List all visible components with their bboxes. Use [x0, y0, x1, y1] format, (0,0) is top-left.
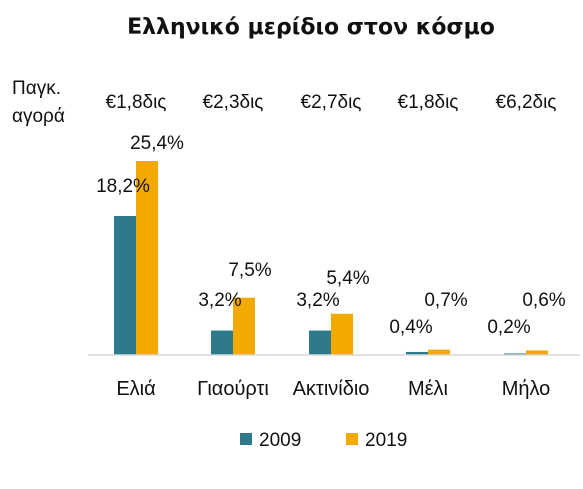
- label-2019-4: 0,6%: [522, 290, 565, 311]
- label-2019-3: 0,7%: [424, 290, 467, 311]
- market-value-2: €2,7δις: [301, 92, 362, 113]
- bar-2019-4: [526, 350, 548, 355]
- bar-labels: 18,2%25,4%3,2%7,5%3,2%5,4%0,4%0,7%0,2%0,…: [96, 133, 566, 338]
- label-2019-2: 5,4%: [326, 268, 369, 289]
- chart-title: Ελληνικό μερίδιο στον κόσμο: [127, 15, 495, 40]
- legend-label-2009: 2009: [259, 430, 301, 451]
- label-2009-1: 3,2%: [198, 290, 241, 311]
- market-value-0: €1,8δις: [106, 92, 167, 113]
- legend: 2009 2019: [240, 430, 407, 451]
- category-label-1: Γιαούρτι: [197, 378, 269, 400]
- category-label-3: Μέλι: [408, 378, 448, 400]
- label-2009-2: 3,2%: [296, 290, 339, 311]
- legend-swatch-2019: [346, 433, 358, 445]
- market-value-3: €1,8δις: [398, 92, 459, 113]
- category-label-2: Ακτινίδιο: [293, 378, 370, 400]
- market-row-label-line2: αγορά: [12, 106, 65, 127]
- market-row-label-line1: Παγκ.: [12, 78, 61, 99]
- bar-2019-2: [331, 313, 353, 355]
- legend-swatch-2009: [240, 433, 252, 445]
- label-2009-4: 0,2%: [487, 317, 530, 338]
- bar-2009-3: [406, 351, 428, 355]
- bar-2019-1: [233, 297, 255, 355]
- bar-2009-0: [114, 215, 136, 355]
- bar-2009-1: [211, 330, 233, 355]
- label-2019-0: 25,4%: [130, 133, 184, 154]
- label-2009-3: 0,4%: [389, 317, 432, 338]
- market-value-1: €2,3δις: [203, 92, 264, 113]
- market-values: €1,8δις €2,3δις €2,7δις €1,8δις €6,2δις: [106, 92, 557, 113]
- market-value-4: €6,2δις: [496, 92, 557, 113]
- category-label-0: Ελιά: [116, 378, 155, 400]
- legend-label-2019: 2019: [365, 430, 407, 451]
- category-label-4: Μήλο: [502, 378, 551, 400]
- bar-2019-0: [136, 161, 158, 355]
- bar-2009-2: [309, 330, 331, 355]
- label-2019-1: 7,5%: [228, 260, 271, 281]
- label-2009-0: 18,2%: [96, 176, 150, 197]
- bar-2019-3: [428, 349, 450, 355]
- bars: [114, 161, 548, 355]
- bar-2009-4: [504, 353, 526, 355]
- category-labels: Ελιά Γιαούρτι Ακτινίδιο Μέλι Μήλο: [116, 378, 550, 400]
